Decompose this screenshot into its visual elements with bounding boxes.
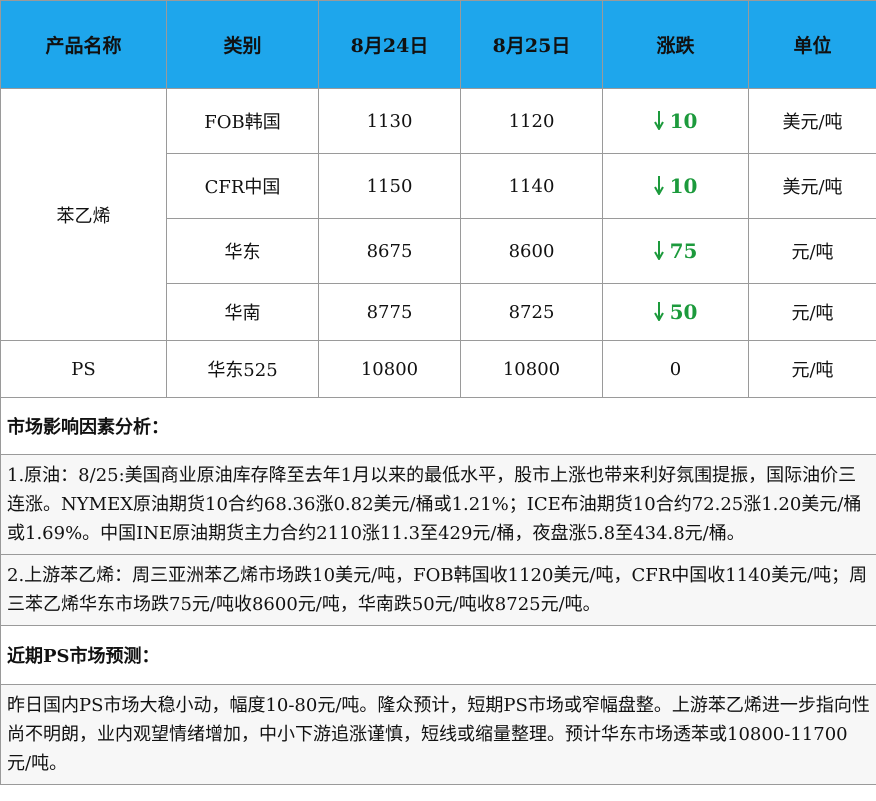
paragraph: 1.原油：8/25:美国商业原油库存降至去年1月以来的最低水平，股市上涨也带来利…: [0, 454, 876, 555]
cell: 华东525: [166, 340, 319, 398]
paragraph: 昨日国内PS市场大稳小动，幅度10-80元/吨。隆众预计，短期PS市场或窄幅盘整…: [0, 684, 876, 785]
change: 10: [602, 88, 749, 154]
down-arrow: [653, 302, 664, 323]
cell: 10800: [460, 340, 603, 398]
cell: 元/吨: [748, 340, 876, 398]
down-arrow: [653, 176, 664, 197]
row: 华东 8675 8600 75 元/吨: [1, 218, 876, 284]
cell: 美元/吨: [748, 88, 876, 154]
cell: 华东: [166, 218, 319, 284]
change-value: 75: [669, 239, 698, 263]
cell: 10800: [318, 340, 461, 398]
change-value: 10: [669, 174, 698, 198]
change: 75: [602, 218, 749, 284]
cell: 8675: [318, 218, 461, 284]
section-row: 市场影响因素分析：: [0, 397, 876, 455]
cell: 1120: [460, 88, 603, 154]
change: 50: [602, 283, 749, 341]
down-arrow: [653, 241, 664, 262]
cell: 8725: [460, 283, 603, 341]
change: 0: [602, 340, 749, 398]
paragraph: 2.上游苯乙烯：周三亚洲苯乙烯市场跌10美元/吨，FOB韩国收1120美元/吨，…: [0, 554, 876, 626]
change-value: 10: [669, 109, 698, 133]
row: 苯乙烯 FOB韩国 1130 1120 10 美元/吨: [0, 88, 876, 341]
cell: 8775: [318, 283, 461, 341]
para-row: 1.原油：8/25:美国商业原油库存降至去年1月以来的最低水平，股市上涨也带来利…: [0, 454, 876, 555]
header-cell: 涨跌: [602, 0, 749, 89]
header-cell: 产品名称: [0, 0, 167, 89]
down-arrow: [653, 111, 664, 132]
cell: 1150: [318, 153, 461, 219]
para-row: 昨日国内PS市场大稳小动，幅度10-80元/吨。隆众预计，短期PS市场或窄幅盘整…: [0, 684, 876, 785]
change-value: 50: [669, 300, 698, 324]
row: PS 华东525 10800 10800 0 元/吨: [0, 340, 876, 398]
cell: 美元/吨: [748, 153, 876, 219]
cell: 华南: [166, 283, 319, 341]
cell: 元/吨: [748, 218, 876, 284]
cell: 1140: [460, 153, 603, 219]
header-row: 产品名称 类别 8月24日 8月25日 涨跌 单位: [0, 0, 876, 89]
cell: CFR中国: [166, 153, 319, 219]
change: 10: [602, 153, 749, 219]
section-title: 近期PS市场预测：: [0, 625, 876, 685]
section-title: 市场影响因素分析：: [0, 397, 876, 455]
product: 苯乙烯: [0, 88, 167, 341]
header-cell: 8月25日: [460, 0, 603, 89]
header-cell: 单位: [748, 0, 876, 89]
cell: 8600: [460, 218, 603, 284]
section-row: 近期PS市场预测：: [0, 625, 876, 685]
para-row: 2.上游苯乙烯：周三亚洲苯乙烯市场跌10美元/吨，FOB韩国收1120美元/吨，…: [0, 554, 876, 626]
header-cell: 8月24日: [318, 0, 461, 89]
row: CFR中国 1150 1140 10 美元/吨: [1, 153, 876, 219]
product: PS: [0, 340, 167, 398]
cell: 1130: [318, 88, 461, 154]
header-cell: 类别: [166, 0, 319, 89]
cell: FOB韩国: [166, 88, 319, 154]
cell: 元/吨: [748, 283, 876, 341]
